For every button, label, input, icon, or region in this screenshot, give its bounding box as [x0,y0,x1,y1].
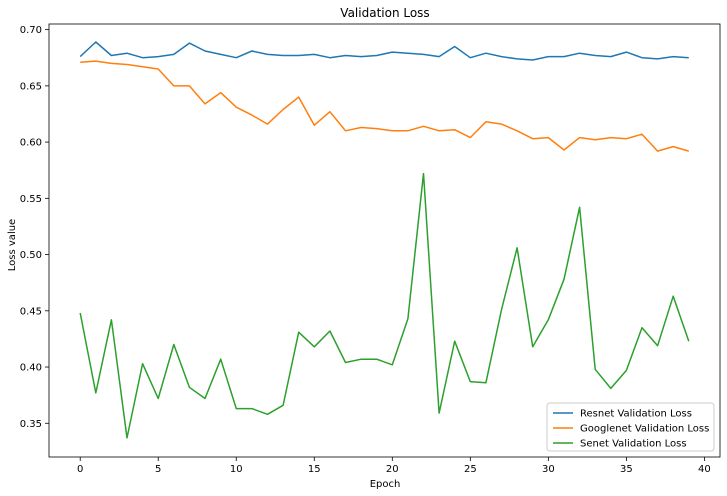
y-tick-label: 0.50 [20,250,42,261]
x-tick-label: 40 [698,464,711,475]
legend-box [546,402,715,452]
series-line-2 [80,60,690,152]
y-tick-label: 0.35 [20,419,42,430]
y-tick-label: 0.70 [20,25,42,36]
series-line-1 [79,41,689,61]
x-tick-label: 15 [308,464,321,475]
y-axis-label: Loss value [7,219,18,271]
x-tick-label: 0 [77,464,83,475]
chart-title: Validation Loss [340,6,429,20]
x-axis-label: Epoch [370,479,401,490]
y-tick-label: 0.65 [20,81,42,92]
y-tick-label: 0.40 [20,363,42,374]
plot-frame [48,23,721,458]
legend-label-3: Senet Validation Loss [580,439,687,450]
x-tick-label: 5 [155,464,161,475]
x-tick-label: 30 [542,464,555,475]
x-tick-label: 20 [386,464,399,475]
series-line-3 [79,172,690,439]
x-tick-label: 25 [464,464,477,475]
legend-label-2: Googlenet Validation Loss [580,424,709,435]
y-tick-label: 0.55 [20,194,42,205]
x-tick-label: 10 [230,464,243,475]
legend: Resnet Validation Loss Googlenet Validati… [546,402,715,452]
x-tick-label: 35 [620,464,633,475]
plot-area [79,41,690,439]
axes: 0 5 10 15 20 25 30 35 40 0.35 0.40 0.45 0.50 0.55 0.60… [20,23,721,475]
y-tick-label: 0.45 [20,306,42,317]
legend-label-1: Resnet Validation Loss [580,409,692,420]
y-tick-label: 0.60 [20,138,42,149]
